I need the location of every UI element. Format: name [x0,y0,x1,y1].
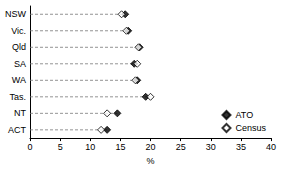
svg-text:Qld: Qld [12,42,26,52]
svg-text:NT: NT [14,108,26,118]
svg-text:Census: Census [235,123,266,133]
svg-text:10: 10 [85,142,95,152]
svg-text:40: 40 [266,142,276,152]
svg-text:15: 15 [115,142,125,152]
svg-text:SA: SA [14,59,26,69]
svg-text:WA: WA [12,75,26,85]
svg-text:Tas.: Tas. [9,92,26,102]
svg-text:%: % [146,156,154,166]
svg-text:ACT: ACT [8,125,27,135]
svg-text:NSW: NSW [5,9,27,19]
svg-text:35: 35 [236,142,246,152]
svg-text:25: 25 [176,142,186,152]
svg-text:Vic.: Vic. [11,26,26,36]
svg-text:0: 0 [27,142,32,152]
svg-text:5: 5 [58,142,63,152]
svg-text:ATO: ATO [235,110,253,120]
svg-text:20: 20 [145,142,155,152]
svg-text:30: 30 [206,142,216,152]
